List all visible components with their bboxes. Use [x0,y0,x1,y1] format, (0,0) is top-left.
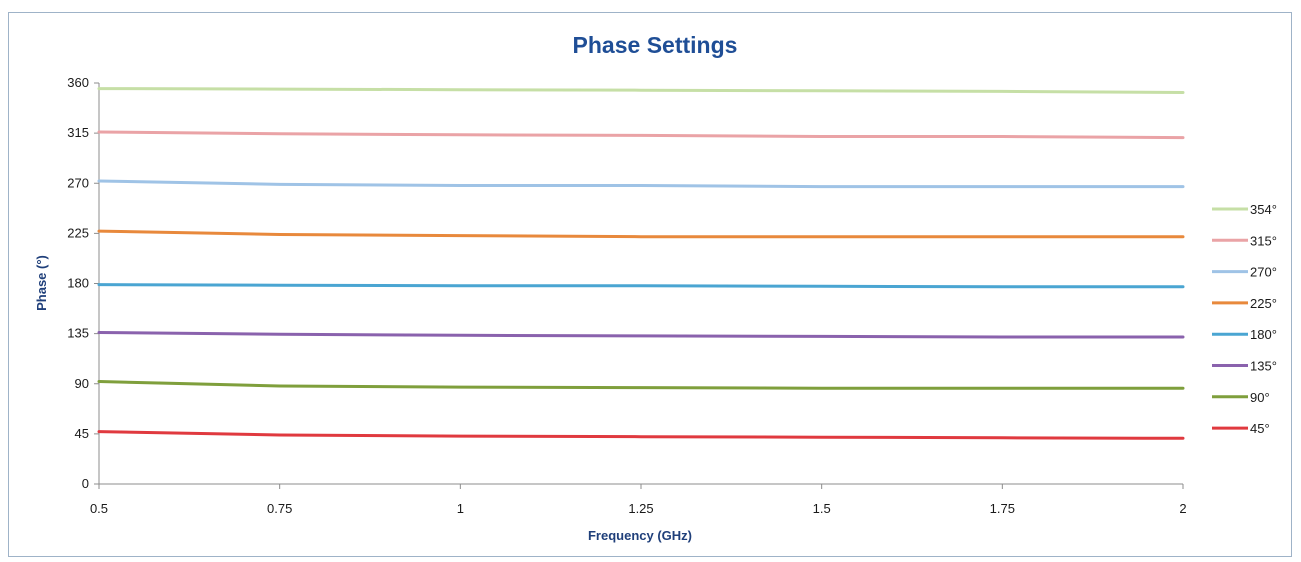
legend-label: 354° [1250,202,1277,217]
y-tick-label: 225 [67,225,89,240]
y-tick-label: 180 [67,276,89,291]
series-line-6 [97,380,1185,390]
legend-label: 270° [1250,265,1277,280]
y-tick-label: 270 [67,175,89,190]
legend-label: 135° [1250,359,1277,374]
x-tick-label: 0.75 [267,501,292,516]
y-tick-label: 90 [75,376,89,391]
y-tick-label: 0 [82,476,89,491]
series-line-5 [97,331,1185,339]
legend: 354° 315° 270° 225° 180° 135° 90° 45° [1212,202,1277,436]
x-tick-label: 1.75 [990,501,1015,516]
x-tick-label: 1.25 [628,501,653,516]
y-tick-label: 45 [75,426,89,441]
series-line-7 [97,430,1185,440]
x-tick-label: 2 [1179,501,1186,516]
legend-label: 45° [1250,421,1270,436]
x-tick-label: 1 [457,501,464,516]
y-tick-label: 135 [67,326,89,341]
y-tick-label: 360 [67,75,89,90]
y-axis-title: Phase (°) [34,255,49,311]
series-line-0 [97,87,1185,94]
legend-label: 225° [1250,296,1277,311]
legend-label: 90° [1250,390,1270,405]
x-axis-title: Frequency (GHz) [588,528,692,543]
series-line-1 [97,130,1185,140]
series-line-3 [97,229,1185,239]
series-line-2 [97,179,1185,189]
series-line-4 [97,283,1185,289]
y-tick-label: 315 [67,125,89,140]
plot-area: 0 45 90 135 180 225 270 315 360 0.5 0.75 1 1.25 1.5 1.… [67,75,1186,516]
x-tick-label: 0.5 [90,501,108,516]
legend-label: 180° [1250,327,1277,342]
chart-title: Phase Settings [573,32,738,58]
x-tick-label: 1.5 [813,501,831,516]
legend-label: 315° [1250,233,1277,248]
